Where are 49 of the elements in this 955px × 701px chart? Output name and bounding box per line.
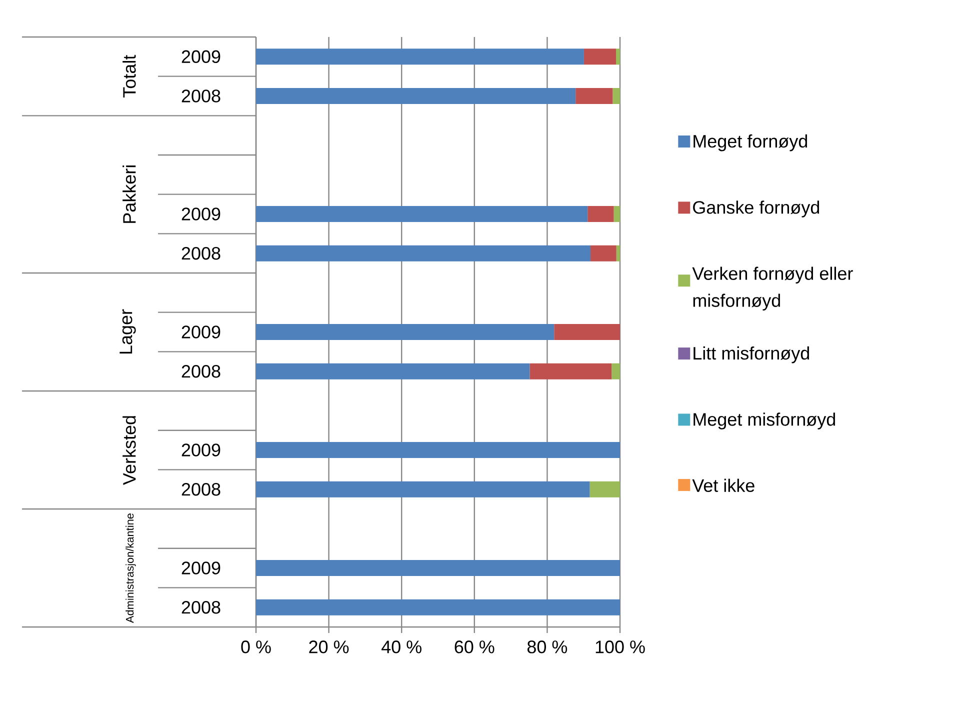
y-tick-label: 2009 <box>182 326 220 338</box>
text: Verksted <box>122 416 136 485</box>
y-tick-label: 2009 <box>182 50 220 64</box>
y-tick-label: 2009 <box>182 444 220 456</box>
legend-label: Ganske fornøyd <box>693 200 820 218</box>
x-tick-label: 20 % <box>309 640 349 654</box>
y-tick-label: 2008 <box>182 482 220 496</box>
y-tick-label: 2009 <box>182 208 220 220</box>
bar <box>256 599 620 616</box>
bar <box>588 206 614 222</box>
x-tick-label: 60 % <box>454 640 494 654</box>
legend-label: Meget misfornøyd <box>694 412 836 430</box>
x-tick-label: 0 % <box>241 640 271 654</box>
y-tick-label: 2008 <box>182 600 220 614</box>
y-tick-label: 2008 <box>182 246 220 260</box>
bar <box>256 481 590 498</box>
bar <box>256 245 591 262</box>
bar <box>256 442 620 458</box>
bar <box>576 88 613 104</box>
bar <box>616 245 620 262</box>
text: Lager <box>120 309 136 354</box>
bar <box>256 88 576 104</box>
bar <box>614 206 620 222</box>
bar <box>530 363 612 380</box>
bar <box>616 48 620 65</box>
bar <box>612 88 620 104</box>
bar <box>590 481 620 498</box>
bar <box>590 245 616 262</box>
y-tick-label: 2008 <box>182 90 220 102</box>
x-tick-label: 80 % <box>527 640 568 654</box>
y-tick-label: 2009 <box>182 562 220 574</box>
bar <box>554 324 620 340</box>
bar <box>256 48 584 65</box>
text: Totalt <box>122 54 136 98</box>
text: Administrasjon/kantine <box>126 514 136 623</box>
x-tick-label: 100 % <box>596 640 645 654</box>
x-tick-label: 40 % <box>381 640 422 654</box>
legend-label: Verken fornøyd eller misfornøyd <box>692 266 853 311</box>
legend-label: Vet ikke <box>692 478 754 492</box>
bar <box>256 560 620 576</box>
bar <box>256 324 554 340</box>
legend-label: Litt misfornøyd <box>694 346 809 364</box>
bar <box>584 48 616 65</box>
y-tick-label: 2008 <box>182 364 220 378</box>
bar <box>256 363 530 380</box>
legend-label: Meget fornøyd <box>694 134 808 152</box>
bar <box>612 363 620 380</box>
text: Pakkeri <box>122 166 136 223</box>
bar <box>256 206 588 222</box>
